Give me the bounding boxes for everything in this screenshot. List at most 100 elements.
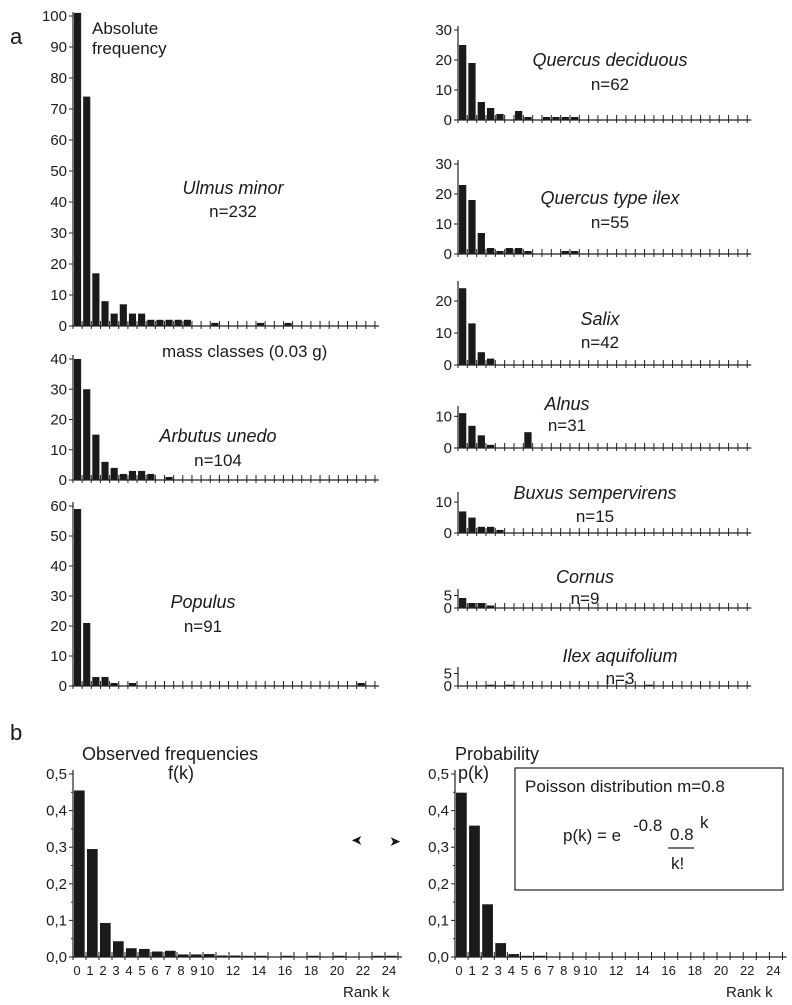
bar-observed-frequencies-f-k-8 [178, 954, 189, 957]
species-name-cornus: Cornus [556, 567, 614, 587]
bar-salix-1 [468, 323, 476, 365]
x-tick-label-probability-p-k-3: 3 [495, 963, 502, 978]
y-tick-label-quercus-type-ilex-3: 30 [435, 156, 452, 173]
y-tick-label-salix-1: 10 [435, 325, 452, 342]
bar-ilex-aquifolium-5 [505, 684, 513, 686]
bar-ulmus-minor-9 [156, 319, 164, 326]
species-name-alnus: Alnus [543, 394, 589, 414]
y-tick-label-quercus-deciduous-2: 20 [435, 52, 452, 69]
y-tick-label-quercus-type-ilex-1: 10 [435, 216, 452, 233]
bar-quercus-deciduous-9 [542, 117, 551, 120]
y-tick-label-ilex-aquifolium-1: 5 [444, 666, 452, 683]
y-tick-label-populus-6: 60 [50, 498, 67, 515]
sample-size-populus: n=91 [184, 617, 222, 636]
bar-buxus-sempervirens-3 [486, 526, 495, 533]
chart-observed-frequencies-f-k: 0,00,10,20,30,40,50 1 2 3 4 5 6 7 8 9 10 12 14 16 18 20… [46, 766, 402, 978]
sample-size-arbutus-unedo: n=104 [194, 451, 242, 470]
y-tick-label-ulmus-minor-8: 80 [50, 70, 67, 87]
bar-ulmus-minor-3 [101, 301, 109, 326]
bar-observed-frequencies-f-k-4 [126, 948, 137, 957]
y-tick-label-quercus-type-ilex-0: 0 [444, 246, 452, 263]
bar-arbutus-unedo-10 [165, 476, 173, 480]
bar-arbutus-unedo-8 [147, 473, 155, 480]
x-tick-label-probability-p-k-14: 14 [635, 963, 649, 978]
equation-denominator: k! [671, 854, 684, 873]
x-tick-label-probability-p-k-1: 1 [468, 963, 475, 978]
x-tick-label-observed-frequencies-f-k-6: 6 [151, 963, 158, 978]
bar-quercus-deciduous-11 [561, 117, 569, 120]
x-tick-label-probability-p-k-18: 18 [688, 963, 702, 978]
bar-populus-0 [74, 509, 82, 686]
bar-quercus-type-ilex-12 [570, 251, 579, 254]
bar-quercus-type-ilex-6 [514, 248, 523, 254]
y-tick-label-ulmus-minor-10: 100 [42, 8, 67, 25]
bar-observed-frequencies-f-k-6 [152, 951, 163, 957]
y-tick-label-ulmus-minor-0: 0 [59, 318, 67, 335]
equation-numerator: 0.8 [670, 825, 694, 844]
y-tick-label-probability-p-k-1: 0,1 [428, 912, 449, 929]
bar-observed-frequencies-f-k-12 [230, 955, 241, 957]
bar-quercus-type-ilex-2 [477, 233, 485, 254]
bar-salix-2 [477, 352, 485, 365]
x-tick-label-observed-frequencies-f-k-7: 7 [164, 963, 171, 978]
y-tick-label-ulmus-minor-2: 20 [50, 256, 67, 273]
bar-ulmus-minor-11 [174, 319, 182, 326]
sample-size-buxus-sempervirens: n=15 [576, 507, 614, 526]
y-tick-label-ulmus-minor-4: 40 [50, 194, 67, 211]
x-tick-label-observed-frequencies-f-k-4: 4 [125, 963, 132, 978]
bar-probability-p-k-0 [456, 792, 467, 957]
equation-exponent: -0.8 [633, 816, 662, 835]
bar-observed-frequencies-f-k-0 [74, 790, 85, 957]
bar-cornus-3 [486, 605, 495, 608]
bar-observed-frequencies-f-k-9 [191, 954, 202, 957]
bar-quercus-deciduous-4 [496, 114, 504, 120]
bar-buxus-sempervirens-4 [496, 529, 504, 533]
x-tick-label-observed-frequencies-f-k-2: 2 [99, 963, 106, 978]
bar-quercus-deciduous-7 [524, 117, 532, 120]
bar-alnus-1 [468, 425, 476, 448]
x-tick-label-probability-p-k-6: 6 [534, 963, 541, 978]
x-tick-label-observed-frequencies-f-k-3: 3 [112, 963, 119, 978]
x-tick-label-observed-frequencies-f-k-9: 9 [190, 963, 197, 978]
y-tick-label-ulmus-minor-6: 60 [50, 132, 67, 149]
y-tick-label-cornus-1: 5 [444, 588, 452, 605]
sample-size-ulmus-minor: n=232 [209, 202, 257, 221]
equation-frame [514, 767, 784, 891]
species-name-ilex-aquifolium: Ilex aquifolium [562, 646, 677, 666]
arrow-left-icon: ➤ [351, 833, 363, 849]
chart-salix: 0 10 20 Salix n=42 [435, 281, 752, 374]
bar-ulmus-minor-10 [165, 319, 173, 326]
bar-arbutus-unedo-4 [110, 467, 118, 480]
y-tick-label-observed-frequencies-f-k-1: 0,1 [46, 912, 67, 929]
y-tick-label-observed-frequencies-f-k-4: 0,4 [46, 803, 67, 820]
bar-arbutus-unedo-7 [138, 470, 146, 480]
chart-quercus-type-ilex: 0 10 20 30 Quercus type ilex n=55 [435, 156, 752, 263]
y-tick-label-observed-frequencies-f-k-5: 0,5 [46, 766, 67, 783]
y-tick-label-populus-4: 40 [50, 558, 67, 575]
bar-ulmus-minor-1 [83, 96, 91, 326]
bar-salix-0 [459, 288, 467, 365]
equation-title: Poisson distribution m=0.8 [525, 777, 725, 796]
x-tick-label-probability-p-k-9: 9 [573, 963, 580, 978]
x-tick-label-probability-p-k-7: 7 [547, 963, 554, 978]
abs-frequency-label-line2: frequency [92, 39, 167, 58]
y-tick-label-ulmus-minor-7: 70 [50, 101, 67, 118]
bar-quercus-deciduous-10 [552, 117, 560, 120]
x-tick-label-observed-frequencies-f-k-5: 5 [138, 963, 145, 978]
mass-classes-label: mass classes (0.03 g) [162, 342, 327, 361]
x-tick-label-observed-frequencies-f-k-22: 22 [356, 963, 370, 978]
sample-size-quercus-type-ilex: n=55 [591, 213, 629, 232]
rank-k-label-left: Rank k [343, 984, 390, 1001]
bar-observed-frequencies-f-k-1 [87, 849, 98, 957]
sample-size-salix: n=42 [581, 333, 619, 352]
y-tick-label-ulmus-minor-5: 50 [50, 163, 67, 180]
bar-ulmus-minor-23 [284, 322, 292, 326]
species-name-quercus-type-ilex: Quercus type ilex [540, 188, 680, 208]
bar-ulmus-minor-20 [257, 322, 265, 326]
x-tick-label-observed-frequencies-f-k-8: 8 [177, 963, 184, 978]
y-tick-label-ulmus-minor-9: 90 [50, 39, 67, 56]
observed-label-line1: Observed frequencies [82, 744, 258, 764]
chart-quercus-deciduous: 0 10 20 30 Quercus deciduous n=62 [435, 22, 752, 129]
bar-quercus-type-ilex-0 [459, 185, 467, 254]
x-tick-label-observed-frequencies-f-k-1: 1 [86, 963, 93, 978]
